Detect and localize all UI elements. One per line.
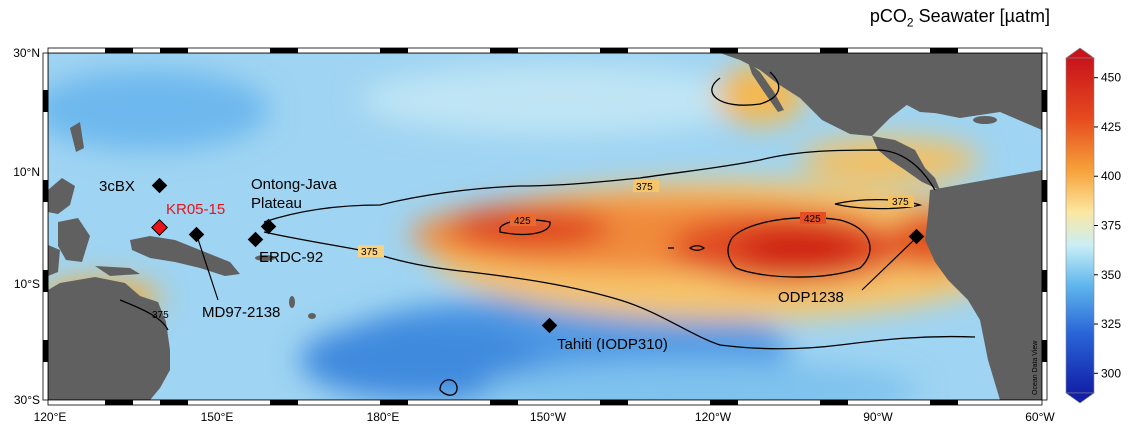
lon-label: 150°E [201, 410, 234, 424]
site-label: ERDC-92 [259, 249, 323, 266]
site-label: 3cBX [99, 178, 135, 195]
site-label: Tahiti (IODP310) [557, 336, 668, 353]
svg-text:375: 375 [152, 310, 169, 321]
odv-credit: Ocean Data View [1032, 340, 1039, 395]
contour-375-small [834, 198, 923, 210]
lon-label: 120°W [695, 410, 732, 424]
contour-labels: 375 375 425 425 375 375 [152, 180, 914, 321]
colorbar: 450 425 400 375 350 325 300 [1065, 47, 1121, 404]
lon-label: 180°E [367, 410, 400, 424]
colorbar-tick-label: 350 [1101, 268, 1121, 282]
site-labels: 3cBX KR05-15 Ontong-Java Plateau ERDC-92… [99, 176, 844, 353]
site-label: MD97-2138 [202, 304, 280, 321]
site-label: Plateau [251, 195, 302, 212]
site-marker-erdc [247, 231, 264, 248]
colorbar-tick-label: 300 [1101, 366, 1121, 380]
contour-425-east [727, 217, 871, 278]
colorbar-title: pCO2 Seawater [µatm] [869, 6, 1050, 30]
svg-text:375: 375 [636, 182, 653, 193]
leader-lines [196, 235, 917, 301]
site-label: ODP1238 [778, 289, 844, 306]
site-marker-ontong-java [260, 218, 277, 235]
svg-text:425: 425 [804, 214, 821, 225]
lon-label: 90°W [863, 410, 893, 424]
pco2-field [48, 53, 1042, 400]
site-label: Ontong-Java [251, 176, 338, 193]
frame-ticks [42, 47, 1048, 406]
colorbar-tick-label: 375 [1101, 219, 1121, 233]
site-label-highlight: KR05-15 [166, 201, 225, 218]
contour-375-north [711, 71, 780, 106]
site-marker-kr05-15 [151, 219, 168, 236]
lon-labels: 120°E 150°E 180°E 150°W 120°W 90°W 60°W [34, 410, 1056, 424]
contour-375-main [263, 149, 936, 223]
lat-label: 30°N [13, 46, 40, 60]
site-marker-md97 [188, 226, 205, 243]
site-marker-3cbx [151, 177, 168, 194]
lon-label: 120°E [34, 410, 67, 424]
colorbar-tick-label: 400 [1101, 169, 1121, 183]
lat-label: 10°S [14, 277, 40, 291]
colorbar-tick-label: 425 [1101, 120, 1121, 134]
lon-label: 60°W [1025, 410, 1055, 424]
svg-text:375: 375 [892, 197, 909, 208]
lon-label: 150°W [530, 410, 567, 424]
svg-text:425: 425 [514, 216, 531, 227]
site-marker-odp1238 [908, 228, 925, 245]
contour-425-west [499, 219, 551, 236]
colorbar-tick-label: 325 [1101, 317, 1121, 331]
land [48, 53, 1042, 400]
colorbar-tick-label: 450 [1101, 71, 1121, 85]
lat-labels: 30°N 10°N 10°S 30°S [13, 46, 40, 407]
contour-375-aus [119, 299, 169, 331]
svg-text:375: 375 [361, 247, 378, 258]
lat-label: 30°S [14, 393, 40, 407]
lat-label: 10°N [13, 165, 40, 179]
